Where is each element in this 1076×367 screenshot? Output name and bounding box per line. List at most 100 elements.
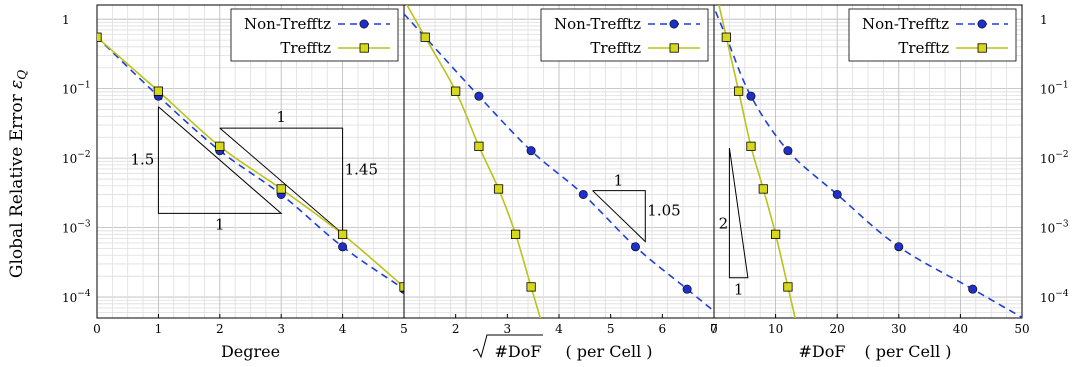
slope-label: 1	[276, 108, 286, 126]
x-axis-title: Degree	[221, 342, 280, 361]
data-point-non-trefftz	[783, 146, 793, 156]
data-point-non-trefftz	[630, 242, 640, 252]
data-point-non-trefftz	[894, 242, 904, 252]
data-point-trefftz	[771, 229, 781, 239]
data-point-trefftz	[783, 282, 793, 292]
x-tick-label: 6	[659, 322, 667, 336]
y-tick-label-exponent: −4	[77, 289, 91, 299]
slope-label: 1.05	[647, 201, 680, 219]
slope-triangles	[728, 147, 749, 279]
data-point-non-trefftz	[832, 189, 842, 199]
data-point-non-trefftz	[338, 242, 348, 252]
x-tick-label: 0	[93, 322, 101, 336]
sqrt-radical	[472, 334, 543, 359]
legend-box	[540, 8, 709, 62]
y-tick-label-right: 10−1	[1040, 81, 1069, 97]
slope-triangle	[592, 190, 646, 243]
slope-label: 1.45	[345, 161, 378, 179]
slope-label: 1	[734, 281, 744, 299]
slope-label: 1	[614, 172, 624, 190]
series-line-non-trefftz	[97, 36, 404, 291]
data-point-trefftz	[153, 86, 163, 96]
slope-triangle-left	[157, 106, 283, 214]
y-tick-label-base: 10	[62, 291, 77, 305]
data-point-trefftz	[474, 141, 484, 151]
y-tick-label-base: 1	[62, 13, 70, 27]
data-point-trefftz	[97, 32, 102, 42]
y-tick-label-exponent: −1	[1055, 81, 1068, 91]
legend: Non-Trefftz Trefftz	[540, 8, 709, 62]
y-axis-title-symbol: ε	[7, 80, 27, 89]
x-tick-label: 10	[768, 322, 783, 336]
y-tick-label-left: 10−3	[62, 220, 91, 236]
legend-label: Trefftz	[590, 39, 641, 57]
x-axis-title: #DoF ( per Cell )	[472, 334, 653, 361]
data-point-trefftz	[734, 86, 744, 96]
slope-triangles	[592, 190, 646, 243]
y-tick-label-right: 10−4	[1040, 289, 1069, 305]
panel-sqrt-dof: 2 3 4 5 6 7 #DoF ( per Cell ) 1 1.05 Non-Trefftz Tr…	[403, 4, 718, 361]
legend-box	[230, 8, 399, 62]
y-tick-label-base: 10	[62, 83, 77, 97]
y-tick-label-base: 10	[1040, 83, 1055, 97]
series-line-trefftz	[718, 5, 797, 318]
data-point-trefftz	[510, 229, 521, 239]
y-tick-label-right: 10−2	[1040, 150, 1069, 166]
panel-degree: 0 1 2 3 4 5 Degree 1.5 1 1 1.45 Non-Trefftz Trefftz	[93, 4, 408, 361]
x-tick-label: 4	[555, 322, 563, 336]
axis-frame	[713, 4, 1023, 319]
legend-marker-square	[977, 43, 987, 53]
x-axis-title: #DoF ( per Cell )	[799, 342, 952, 361]
y-axis-title: Global Relative Error εQ	[7, 70, 29, 278]
slope-triangles	[157, 106, 344, 235]
y-tick-label-base: 10	[1040, 152, 1055, 166]
y-tick-label-left: 10−4	[62, 289, 91, 305]
data-point-trefftz	[420, 32, 430, 42]
slope-label: 2	[719, 214, 729, 232]
x-tick-label: 5	[607, 322, 615, 336]
legend: Non-Trefftz Trefftz	[230, 8, 399, 62]
data-point-trefftz	[721, 32, 731, 42]
x-axis-title-radicand: #DoF	[495, 342, 542, 361]
y-tick-label-right: 1	[1040, 13, 1048, 27]
legend-label: Trefftz	[898, 39, 949, 57]
x-tick-label: 0	[710, 322, 718, 336]
legend-box	[848, 8, 1017, 62]
y-tick-label-left: 10−1	[62, 81, 91, 97]
y-axis-title-text: Global Relative Error	[7, 89, 27, 278]
slope-triangle	[728, 147, 749, 279]
data-point-trefftz	[746, 141, 756, 151]
y-tick-label-exponent: −2	[77, 150, 90, 160]
data-point-trefftz	[493, 184, 504, 194]
x-tick-label: 3	[504, 322, 512, 336]
x-tick-label: 2	[216, 322, 224, 336]
data-point-non-trefftz	[968, 284, 978, 294]
x-tick-label: 30	[891, 322, 906, 336]
legend-label: Non-Trefftz	[862, 15, 949, 33]
data-point-trefftz	[526, 282, 536, 292]
data-point-trefftz	[451, 86, 461, 96]
x-axis-title-suffix: ( per Cell )	[565, 342, 652, 361]
y-tick-label-exponent: −3	[1055, 220, 1069, 230]
y-tick-label-left: 10−2	[62, 150, 91, 166]
legend: Non-Trefftz Trefftz	[848, 8, 1017, 62]
x-tick-label: 20	[830, 322, 845, 336]
x-tick-label: 7	[710, 322, 718, 336]
data-point-non-trefftz	[578, 189, 588, 199]
series-line-trefftz	[97, 36, 404, 288]
legend-marker-square	[359, 43, 369, 53]
data-point-non-trefftz	[746, 91, 756, 101]
data-point-trefftz	[337, 229, 348, 239]
panel-dof: 0 10 20 30 40 50 #DoF ( per Cell ) 2 1 Non-Trefftz…	[710, 4, 1030, 361]
data-point-non-trefftz	[474, 91, 484, 101]
series-line-trefftz	[406, 5, 542, 318]
legend-label: Non-Trefftz	[244, 15, 331, 33]
y-tick-label-right: 10−3	[1040, 220, 1069, 236]
y-tick-label-exponent: −3	[77, 220, 91, 230]
legend-label: Non-Trefftz	[554, 15, 641, 33]
slope-triangle-right	[219, 127, 344, 235]
y-tick-label-base: 1	[1040, 13, 1048, 27]
y-tick-label-exponent: −4	[1055, 289, 1069, 299]
